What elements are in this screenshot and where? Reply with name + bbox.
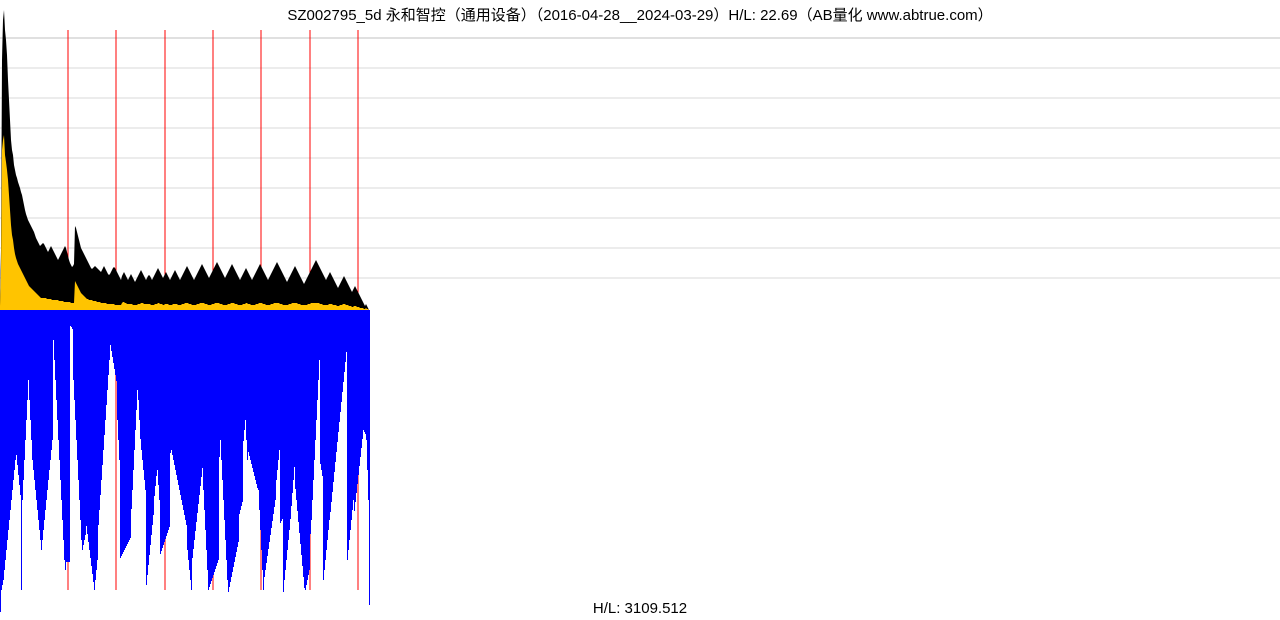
- stock-chart: [0, 0, 1280, 620]
